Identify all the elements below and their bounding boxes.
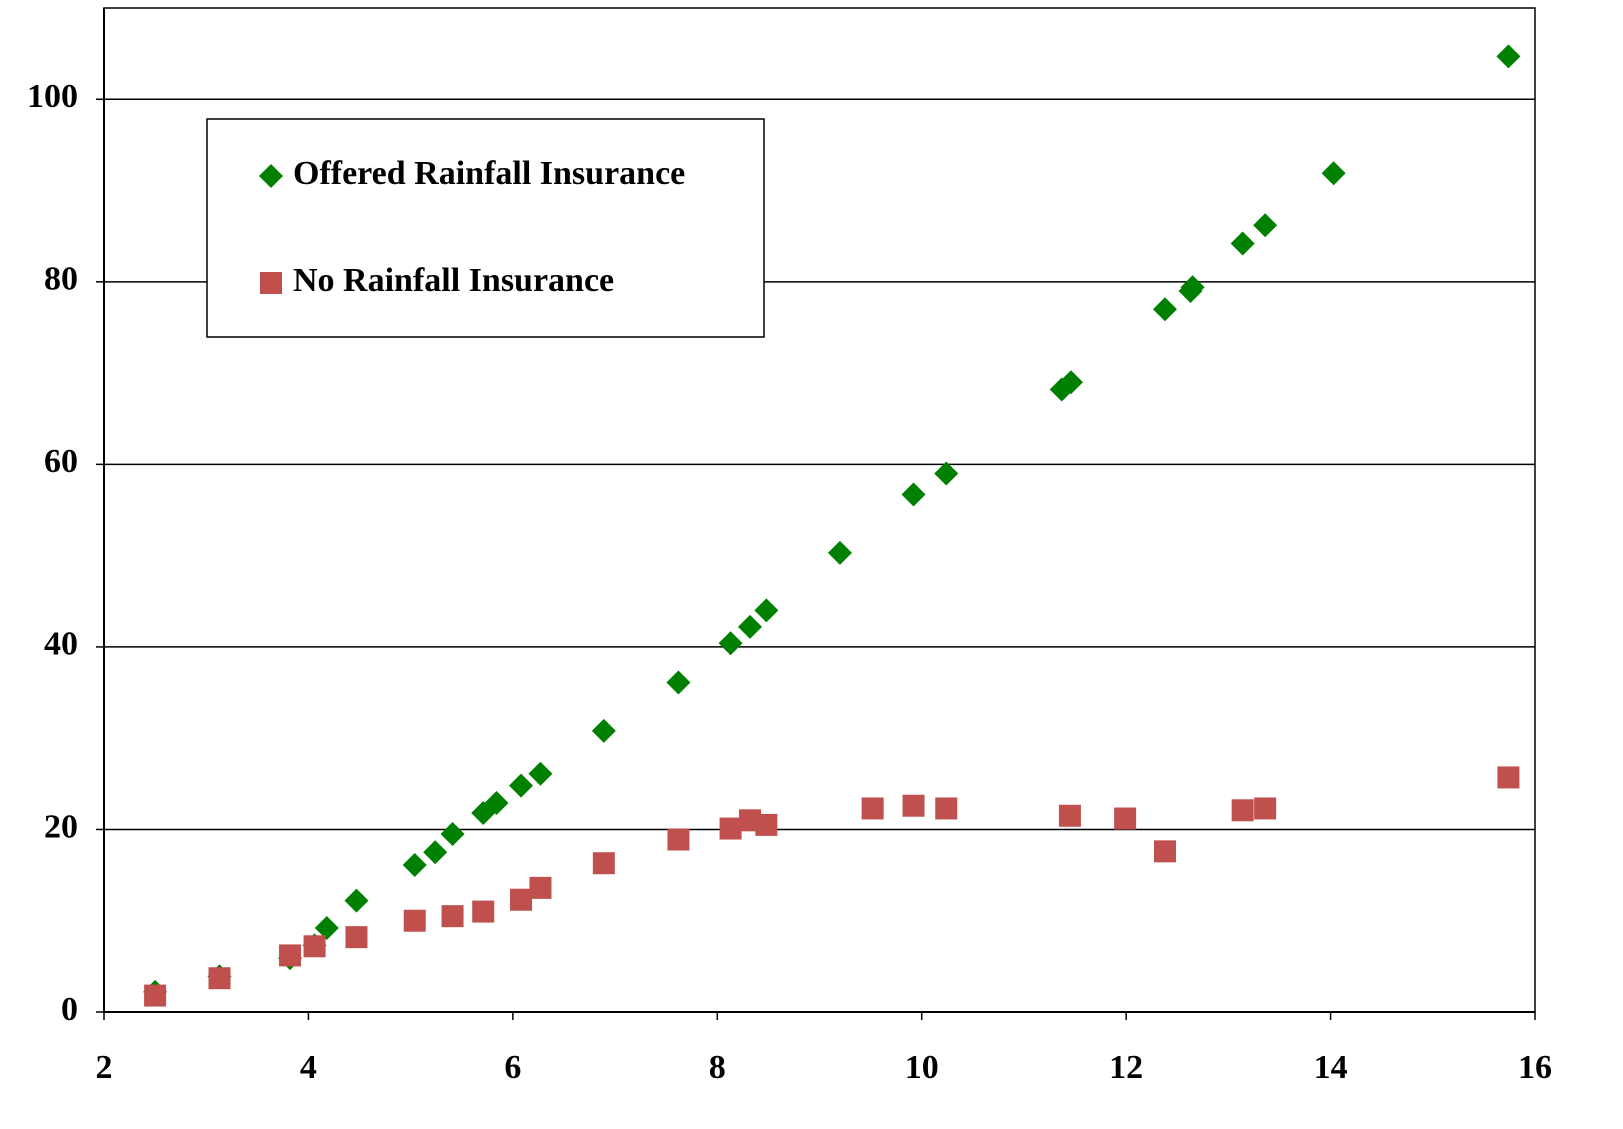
- y-tick-label: 40: [44, 626, 78, 663]
- point: [441, 905, 464, 928]
- x-tick-label: 4: [300, 1049, 317, 1086]
- point: [755, 813, 778, 836]
- point: [901, 482, 926, 507]
- point: [1253, 213, 1278, 238]
- point: [591, 718, 616, 743]
- point: [1114, 807, 1137, 830]
- y-tick-label: 0: [61, 991, 78, 1028]
- legend-label: Offered Rainfall Insurance: [293, 155, 685, 192]
- point: [472, 900, 495, 923]
- legend-marker: [260, 272, 282, 294]
- point: [737, 614, 762, 639]
- point: [279, 944, 302, 967]
- point: [827, 540, 852, 565]
- point: [754, 598, 779, 623]
- point: [1180, 275, 1205, 300]
- point: [303, 935, 326, 958]
- point: [144, 984, 167, 1007]
- x-tick-label: 2: [96, 1049, 113, 1086]
- x-tick-label: 6: [504, 1049, 521, 1086]
- point: [861, 797, 884, 820]
- point: [1321, 161, 1346, 186]
- point: [1496, 44, 1521, 69]
- point: [667, 828, 690, 851]
- point: [1153, 840, 1176, 863]
- point: [440, 822, 465, 847]
- y-tick-label: 100: [27, 78, 78, 115]
- point: [344, 888, 369, 913]
- point: [1254, 797, 1277, 820]
- point: [902, 794, 925, 817]
- point: [510, 888, 533, 911]
- point: [1058, 370, 1083, 395]
- point: [509, 773, 534, 798]
- point: [423, 840, 448, 865]
- point: [403, 909, 426, 932]
- x-tick-label: 12: [1109, 1049, 1143, 1086]
- legend-marker: [259, 164, 283, 188]
- point: [314, 916, 339, 941]
- y-tick-label: 20: [44, 808, 78, 845]
- point: [719, 817, 742, 840]
- point: [1231, 799, 1254, 822]
- point: [1152, 297, 1177, 322]
- point: [934, 461, 959, 486]
- point: [718, 631, 743, 656]
- point: [402, 853, 427, 878]
- point: [1497, 766, 1520, 789]
- x-tick-label: 16: [1518, 1049, 1552, 1086]
- x-tick-label: 10: [905, 1049, 939, 1086]
- point: [528, 761, 553, 786]
- point: [1058, 804, 1081, 827]
- legend-box: [206, 118, 765, 338]
- point: [592, 852, 615, 875]
- point: [666, 670, 691, 695]
- point: [208, 967, 231, 990]
- point: [484, 790, 509, 815]
- point: [935, 797, 958, 820]
- legend-label: No Rainfall Insurance: [293, 262, 614, 299]
- y-tick-label: 60: [44, 443, 78, 480]
- point: [1230, 231, 1255, 256]
- point: [529, 876, 552, 899]
- y-tick-label: 80: [44, 261, 78, 298]
- x-tick-label: 8: [709, 1049, 726, 1086]
- x-tick-label: 14: [1314, 1049, 1348, 1086]
- point: [345, 926, 368, 949]
